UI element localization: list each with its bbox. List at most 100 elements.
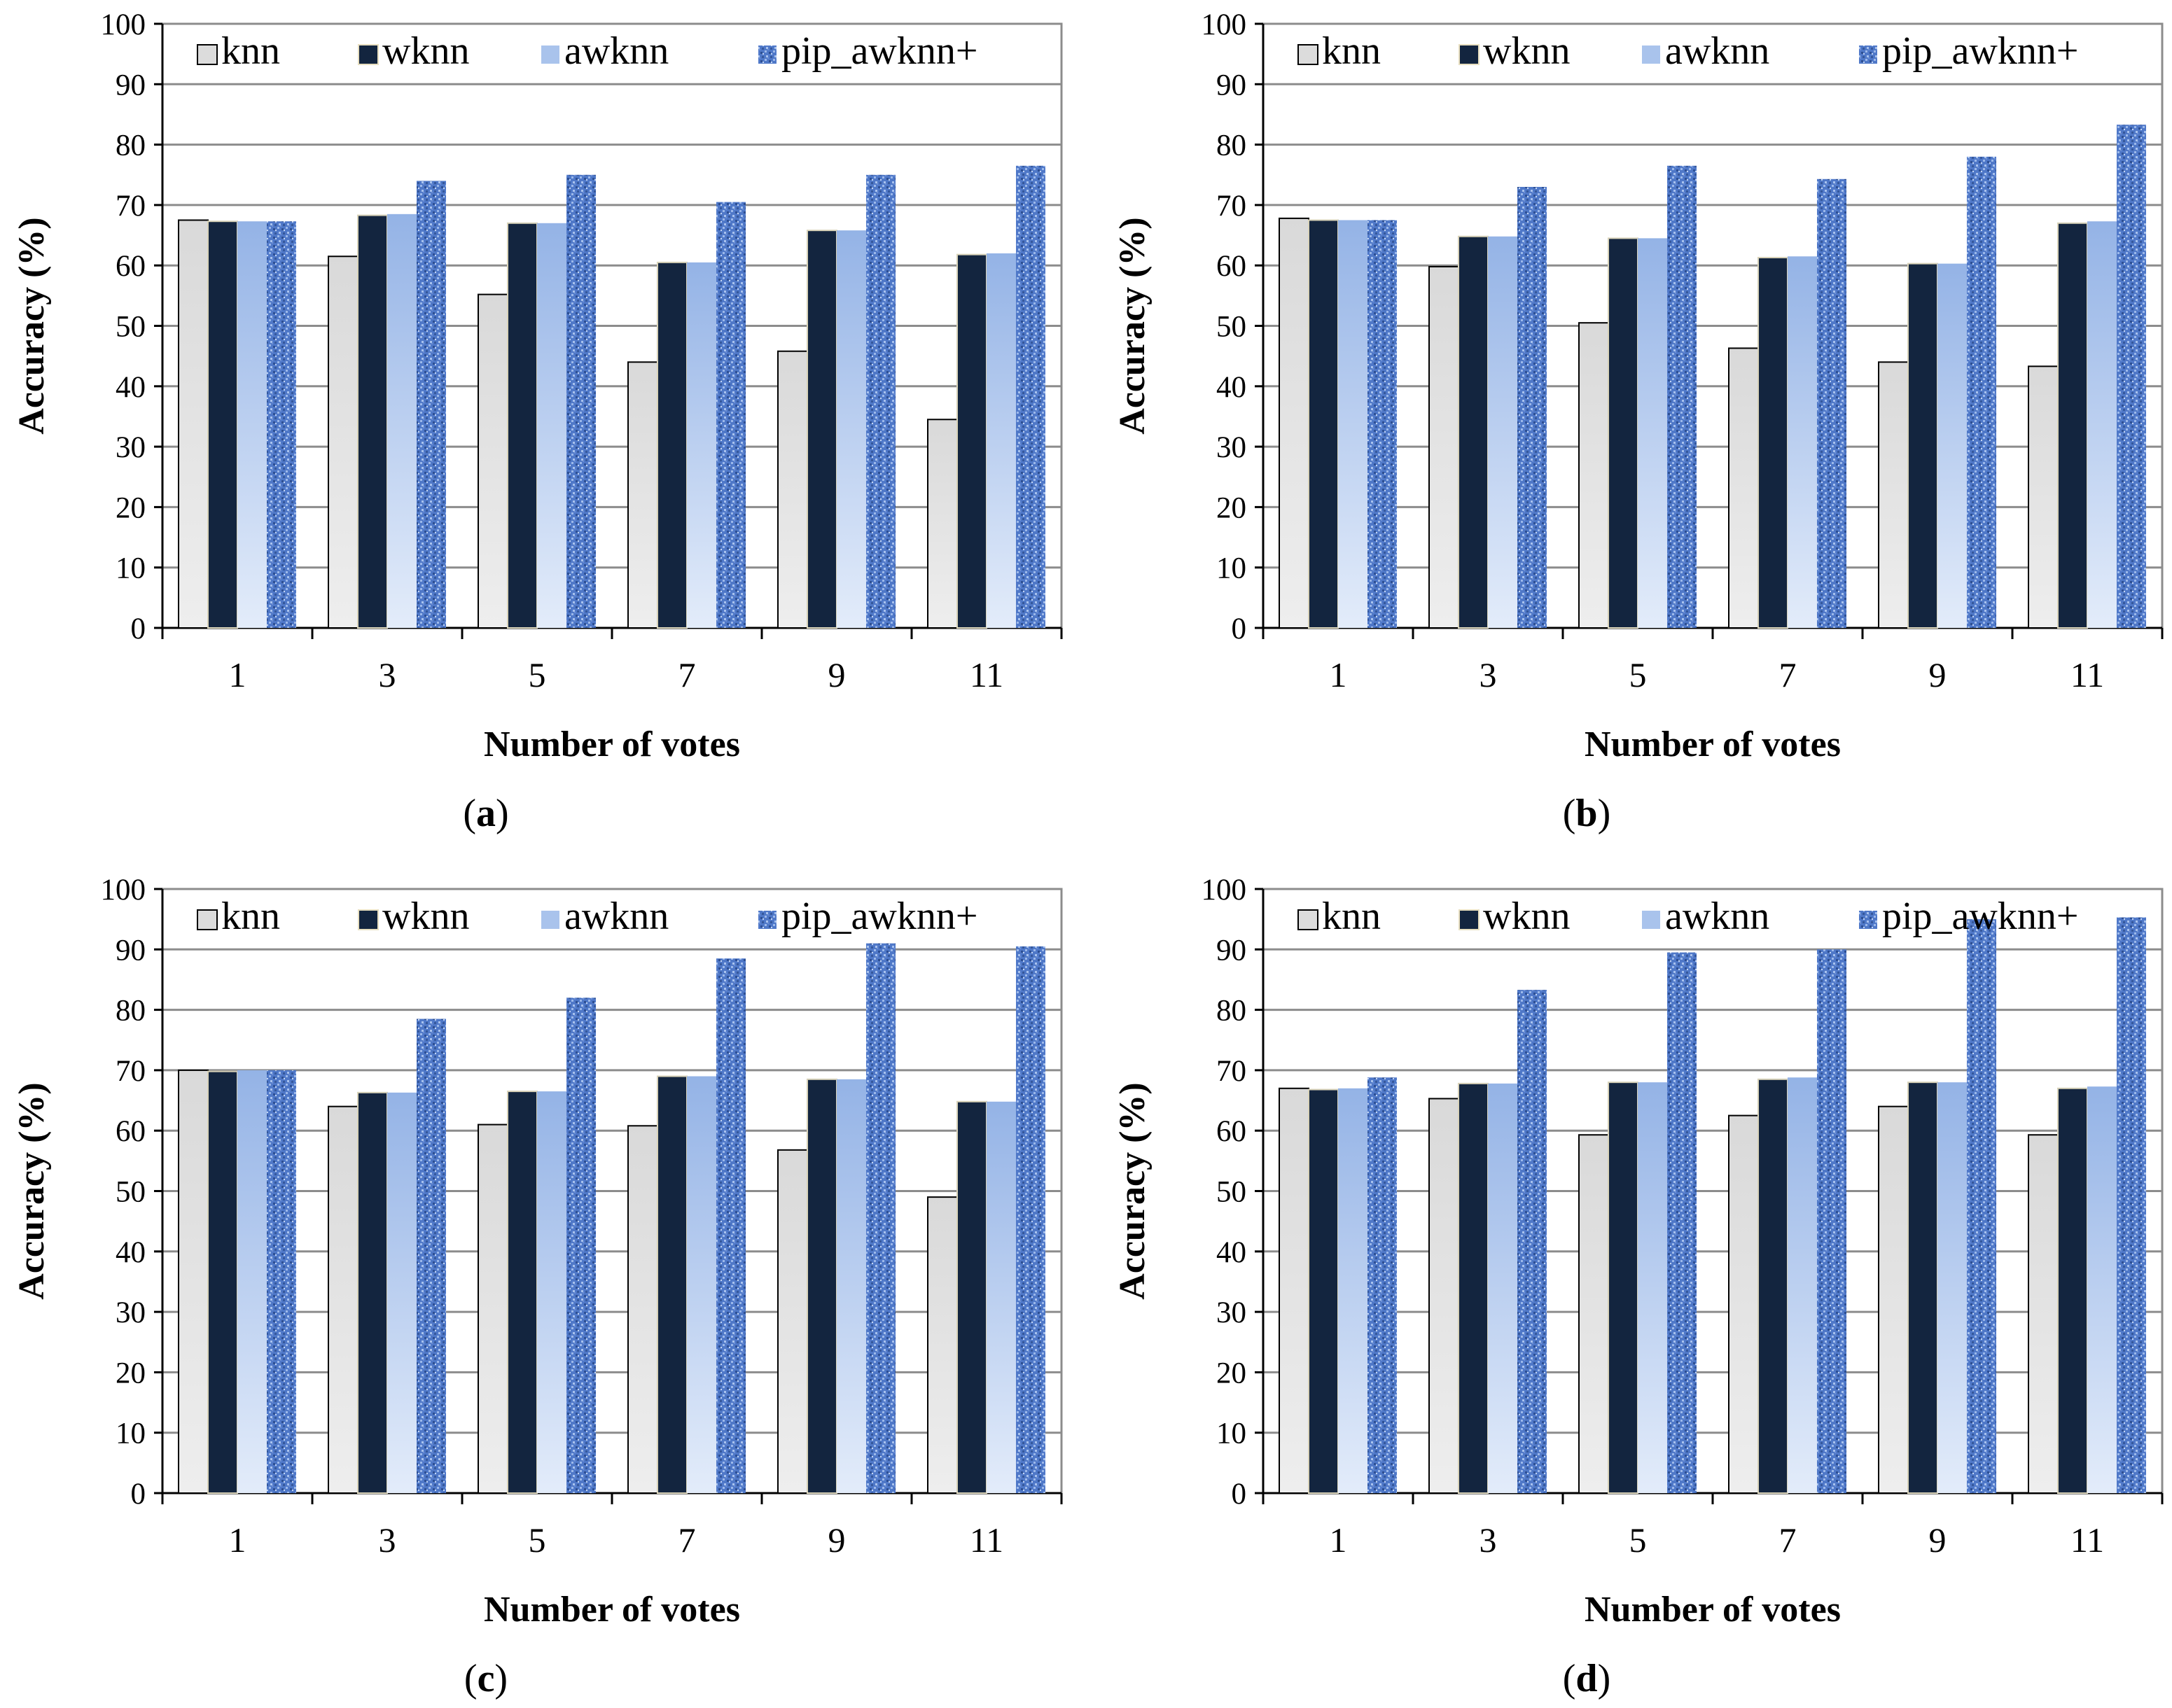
y-tick-label: 80 bbox=[116, 130, 146, 162]
bar-pip_awknn+-11 bbox=[2117, 125, 2146, 629]
bar-knn-1 bbox=[1279, 217, 1309, 629]
bar-awknn-11 bbox=[2087, 1086, 2117, 1493]
legend-label-wknn: wknn bbox=[1483, 29, 1570, 73]
bar-knn-3 bbox=[1428, 265, 1459, 629]
y-tick-label: 40 bbox=[116, 1236, 146, 1269]
bar-wknn-3 bbox=[357, 1091, 388, 1494]
y-tick-label: 50 bbox=[116, 1176, 146, 1209]
legend-swatch-pip_awknn+ bbox=[1858, 909, 1879, 930]
x-tick-label: 5 bbox=[529, 1520, 546, 1560]
y-tick-label: 70 bbox=[1216, 1055, 1246, 1088]
bar-knn-5 bbox=[478, 1124, 508, 1494]
y-tick-label: 100 bbox=[1202, 874, 1247, 906]
y-tick-label: 60 bbox=[116, 250, 146, 283]
legend-swatch-wknn bbox=[358, 44, 379, 65]
x-tick-label: 1 bbox=[229, 655, 246, 694]
y-tick-label: 10 bbox=[1216, 552, 1246, 585]
bar-knn-7 bbox=[1728, 1114, 1759, 1494]
bar-pip_awknn+-7 bbox=[716, 958, 746, 1493]
bar-pip_awknn+-7 bbox=[716, 202, 746, 629]
bar-awknn-1 bbox=[1338, 1088, 1367, 1493]
x-tick-label: 9 bbox=[828, 655, 846, 694]
legend-swatch-wknn bbox=[358, 909, 379, 930]
legend-label-awknn: awknn bbox=[564, 29, 669, 73]
bar-knn-7 bbox=[1728, 347, 1759, 629]
legend-label-pip_awknn+: pip_awknn+ bbox=[1882, 29, 2078, 73]
panel-label: (a) bbox=[463, 792, 508, 835]
x-tick-label: 5 bbox=[1629, 1520, 1647, 1560]
bar-pip_awknn+-1 bbox=[1367, 220, 1397, 629]
bar-wknn-9 bbox=[807, 1078, 837, 1494]
bar-pip_awknn+-11 bbox=[2117, 917, 2146, 1493]
bar-knn-1 bbox=[1279, 1087, 1309, 1494]
bar-awknn-9 bbox=[837, 230, 866, 628]
y-tick-label: 0 bbox=[131, 612, 146, 645]
x-tick-label: 7 bbox=[1779, 655, 1797, 694]
bar-knn-7 bbox=[627, 1125, 658, 1494]
x-tick-label: 9 bbox=[1929, 1520, 1947, 1560]
y-tick-label: 70 bbox=[116, 1055, 146, 1088]
bar-awknn-9 bbox=[1937, 1082, 1967, 1493]
x-tick-label: 1 bbox=[229, 1520, 246, 1560]
bar-awknn-5 bbox=[537, 223, 566, 628]
bar-wknn-1 bbox=[1308, 1088, 1339, 1494]
y-tick-label: 80 bbox=[1216, 995, 1246, 1028]
bar-wknn-7 bbox=[1757, 256, 1788, 629]
bar-knn-9 bbox=[1878, 1105, 1909, 1494]
bar-knn-3 bbox=[328, 1105, 358, 1494]
bar-wknn-9 bbox=[1907, 262, 1938, 629]
y-tick-label: 30 bbox=[116, 1296, 146, 1329]
bar-knn-11 bbox=[2028, 365, 2059, 629]
y-tick-label: 40 bbox=[1216, 371, 1246, 404]
x-tick-label: 3 bbox=[379, 655, 396, 694]
bar-knn-9 bbox=[1878, 361, 1909, 629]
bar-wknn-11 bbox=[2057, 1087, 2088, 1494]
bar-pip_awknn+-5 bbox=[566, 174, 596, 628]
legend-swatch-awknn bbox=[1641, 909, 1662, 930]
x-tick-label: 1 bbox=[1330, 655, 1347, 694]
bar-awknn-1 bbox=[237, 221, 267, 628]
y-tick-label: 90 bbox=[116, 69, 146, 102]
legend-swatch-pip_awknn+ bbox=[757, 909, 778, 930]
y-tick-label: 50 bbox=[1216, 1176, 1246, 1209]
legend-swatch-awknn bbox=[540, 909, 561, 930]
y-tick-label: 30 bbox=[1216, 1296, 1246, 1329]
bar-pip_awknn+-1 bbox=[1367, 1077, 1397, 1493]
bar-wknn-7 bbox=[657, 261, 688, 629]
legend-label-wknn: wknn bbox=[1483, 895, 1570, 938]
bar-wknn-11 bbox=[956, 253, 987, 629]
bar-awknn-9 bbox=[837, 1079, 866, 1493]
bar-knn-1 bbox=[178, 1069, 209, 1494]
y-tick-label: 30 bbox=[116, 431, 146, 464]
legend-label-pip_awknn+: pip_awknn+ bbox=[781, 895, 977, 938]
y-tick-label: 60 bbox=[1216, 250, 1246, 283]
y-tick-label: 50 bbox=[116, 311, 146, 344]
bar-knn-7 bbox=[627, 361, 658, 629]
y-tick-label: 60 bbox=[116, 1115, 146, 1148]
y-tick-label: 30 bbox=[1216, 431, 1246, 464]
bar-pip_awknn+-9 bbox=[1967, 919, 1996, 1493]
chart-panel-c: 0 10 20 30 40 50 60 70 80 90 100 1 3 5 7 9 11 knn wknn awkn… bbox=[12, 874, 1063, 1700]
legend-swatch-pip_awknn+ bbox=[1858, 44, 1879, 65]
bar-wknn-5 bbox=[507, 222, 538, 629]
y-tick-label: 20 bbox=[116, 491, 146, 524]
y-tick-label: 90 bbox=[1216, 934, 1246, 967]
y-tick-label: 70 bbox=[116, 190, 146, 223]
bar-pip_awknn+-5 bbox=[566, 997, 596, 1493]
y-tick-label: 0 bbox=[1232, 612, 1247, 645]
legend-label-knn: knn bbox=[1322, 29, 1381, 73]
bar-wknn-9 bbox=[807, 230, 837, 629]
y-tick-label: 10 bbox=[116, 1418, 146, 1450]
bar-knn-9 bbox=[777, 1149, 808, 1494]
bar-knn-9 bbox=[777, 350, 808, 629]
y-tick-label: 90 bbox=[116, 934, 146, 967]
bar-awknn-5 bbox=[1638, 1082, 1667, 1493]
bar-awknn-11 bbox=[987, 253, 1016, 628]
x-tick-label: 3 bbox=[1480, 1520, 1497, 1560]
legend-swatch-knn bbox=[197, 909, 218, 930]
legend-swatch-wknn bbox=[1459, 909, 1480, 930]
legend-swatch-knn bbox=[197, 44, 218, 65]
bar-wknn-3 bbox=[357, 214, 388, 629]
legend-label-wknn: wknn bbox=[382, 29, 469, 73]
